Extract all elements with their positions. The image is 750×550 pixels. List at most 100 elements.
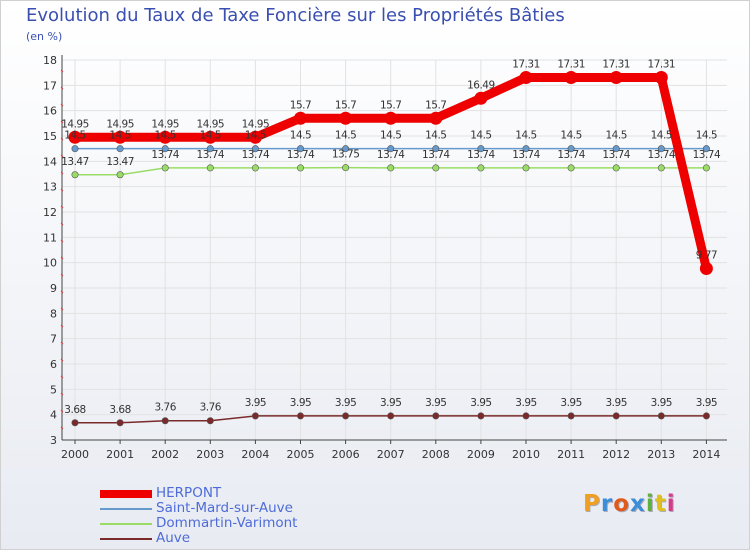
- data-point: [477, 164, 485, 172]
- data-point: [206, 417, 214, 425]
- logo-letter: o: [613, 491, 631, 517]
- data-label: 3.95: [470, 397, 491, 409]
- data-label: 13.74: [242, 149, 270, 161]
- axis-mark: [60, 375, 64, 379]
- data-point: [612, 164, 620, 172]
- data-point: [477, 412, 485, 420]
- legend-item: Dommartin-Varimont: [100, 516, 360, 531]
- x-tick-label: 2007: [377, 448, 405, 461]
- axis-mark: [60, 222, 64, 226]
- data-point: [564, 70, 578, 84]
- data-point: [206, 164, 214, 172]
- data-label: 17.31: [512, 58, 540, 70]
- legend-label: Dommartin-Varimont: [156, 515, 298, 531]
- data-label: 14.5: [200, 130, 221, 142]
- data-point: [702, 412, 710, 420]
- data-label: 3.68: [64, 404, 85, 416]
- x-tick-label: 2000: [61, 448, 89, 461]
- legend-swatch: [100, 523, 152, 525]
- x-tick-label: 2012: [602, 448, 630, 461]
- y-tick-label: 9: [50, 282, 57, 295]
- data-label: 14.5: [155, 130, 176, 142]
- data-point: [68, 130, 82, 144]
- data-point: [342, 164, 350, 172]
- axis-mark: [60, 154, 64, 158]
- data-label: 15.7: [290, 99, 311, 111]
- data-label: 13.47: [61, 156, 89, 168]
- data-point: [612, 412, 620, 420]
- data-label: 15.7: [380, 99, 401, 111]
- axis-mark: [60, 409, 64, 413]
- data-point: [296, 164, 304, 172]
- logo-letter: r: [600, 491, 614, 517]
- data-label: 13.74: [197, 149, 225, 161]
- y-tick-label: 12: [43, 206, 57, 219]
- data-label: 14.5: [335, 130, 356, 142]
- data-label: 3.95: [651, 397, 672, 409]
- data-point: [251, 164, 259, 172]
- data-label: 9.77: [696, 249, 717, 261]
- data-point: [612, 145, 620, 153]
- data-point: [296, 412, 304, 420]
- x-tick-label: 2011: [557, 448, 585, 461]
- axis-mark: [60, 120, 64, 124]
- data-point: [161, 417, 169, 425]
- y-tick-label: 8: [50, 307, 57, 320]
- y-tick-label: 15: [43, 130, 57, 143]
- data-label: 14.5: [470, 130, 491, 142]
- y-tick-label: 10: [43, 257, 57, 270]
- data-point: [158, 130, 172, 144]
- data-point: [206, 145, 214, 153]
- legend-label: Auve: [156, 530, 191, 546]
- data-label: 13.74: [287, 149, 315, 161]
- data-label: 14.5: [560, 130, 581, 142]
- data-point: [567, 412, 575, 420]
- axis-mark: [60, 307, 64, 311]
- data-label: 14.5: [290, 130, 311, 142]
- data-label: 13.74: [648, 149, 676, 161]
- axis-mark: [60, 205, 64, 209]
- legend-swatch: [100, 490, 152, 498]
- data-point: [702, 164, 710, 172]
- data-point: [342, 412, 350, 420]
- data-label: 3.95: [380, 397, 401, 409]
- legend-item: Saint-Mard-sur-Auve: [100, 501, 360, 516]
- data-label: 13.74: [693, 149, 721, 161]
- logo-letter: x: [630, 491, 646, 517]
- data-point: [161, 164, 169, 172]
- x-tick-label: 2005: [287, 448, 315, 461]
- data-point: [522, 412, 530, 420]
- legend-item: Auve: [100, 531, 360, 546]
- axis-mark: [60, 358, 64, 362]
- data-label: 3.95: [560, 397, 581, 409]
- data-label: 14.5: [109, 130, 130, 142]
- axis-mark: [60, 188, 64, 192]
- data-label: 3.95: [245, 397, 266, 409]
- x-tick-label: 2009: [467, 448, 495, 461]
- y-tick-label: 3: [50, 434, 57, 447]
- x-tick-label: 2003: [196, 448, 224, 461]
- data-point: [161, 145, 169, 153]
- data-label: 14.95: [197, 118, 225, 130]
- data-label: 14.5: [515, 130, 536, 142]
- data-point: [474, 91, 488, 105]
- data-label: 14.5: [245, 130, 266, 142]
- data-label: 13.74: [512, 149, 540, 161]
- data-label: 3.76: [200, 402, 222, 414]
- data-point: [657, 164, 665, 172]
- axis-mark: [60, 137, 64, 141]
- logo-letter: P: [583, 491, 601, 517]
- y-tick-label: 5: [50, 383, 57, 396]
- y-tick-label: 11: [43, 231, 57, 244]
- data-label: 13.74: [377, 149, 405, 161]
- data-point: [116, 171, 124, 179]
- data-point: [296, 145, 304, 153]
- y-tick-label: 13: [43, 181, 57, 194]
- data-label: 14.95: [242, 118, 270, 130]
- data-point: [384, 111, 398, 125]
- data-point: [203, 130, 217, 144]
- x-tick-label: 2010: [512, 448, 540, 461]
- data-label: 3.95: [290, 397, 311, 409]
